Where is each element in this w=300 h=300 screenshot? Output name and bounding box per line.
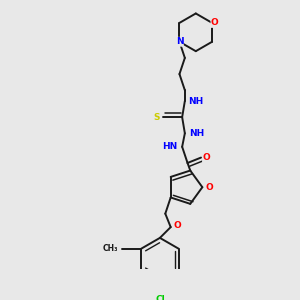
Text: N: N xyxy=(176,37,183,46)
Text: O: O xyxy=(205,183,213,192)
Text: O: O xyxy=(202,153,210,162)
Text: NH: NH xyxy=(189,129,205,138)
Text: CH₃: CH₃ xyxy=(103,244,118,253)
Text: O: O xyxy=(173,221,181,230)
Text: Cl: Cl xyxy=(155,295,165,300)
Text: S: S xyxy=(153,113,160,122)
Text: HN: HN xyxy=(162,142,178,151)
Text: O: O xyxy=(211,18,219,27)
Text: NH: NH xyxy=(188,97,203,106)
